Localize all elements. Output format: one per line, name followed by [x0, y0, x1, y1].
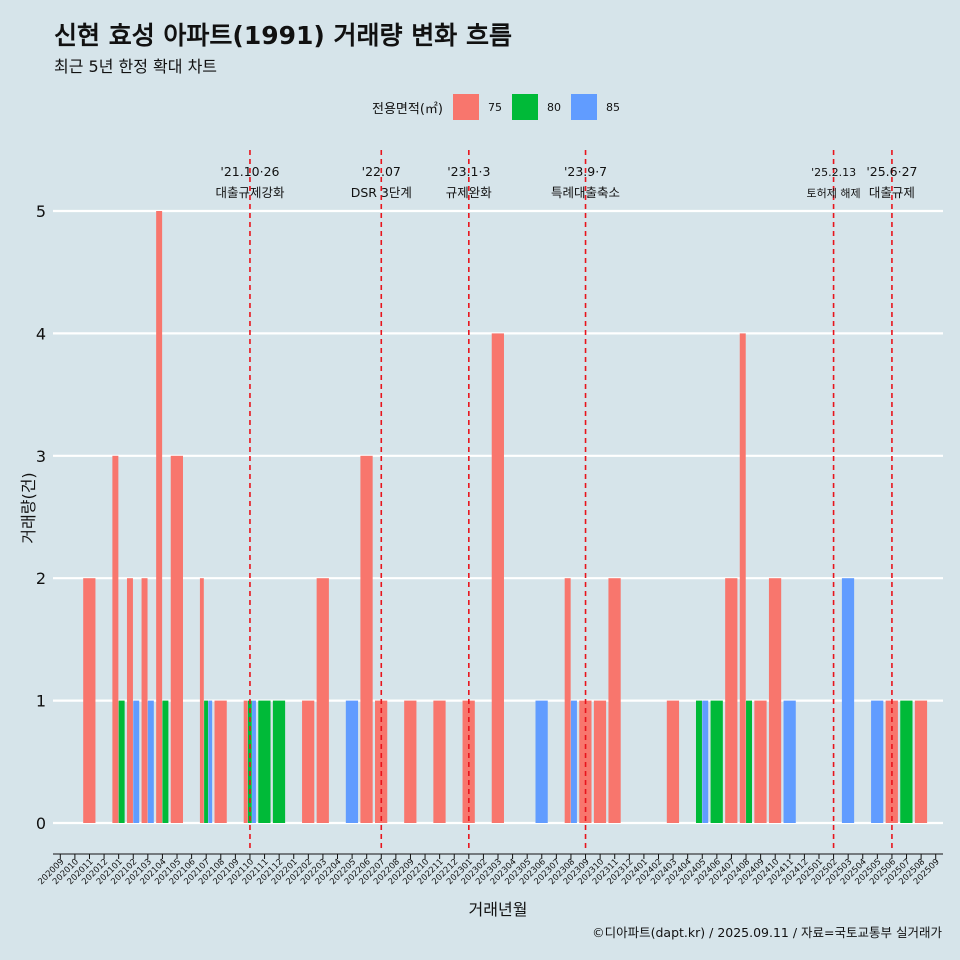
bar-75-202403 [666, 700, 680, 823]
event-label-202502: 토허제 해제 [807, 186, 861, 200]
bar-75-202209 [404, 700, 417, 823]
bar-85-202306 [535, 700, 548, 823]
bar-80-202112 [272, 700, 286, 823]
event-label-202301: 규제완화 [446, 185, 493, 200]
bar-80-202507 [900, 700, 913, 823]
event-label-202506: 대출규제 [869, 185, 915, 200]
legend-label-75: 75 [487, 100, 502, 114]
event-label-202110: 대출규제강화 [215, 185, 285, 200]
bar-80-202405 [695, 700, 702, 823]
bar-75-202301 [462, 700, 475, 823]
bar-85-202308 [570, 700, 577, 823]
bar-75-202408 [739, 333, 746, 823]
bar-75-202409 [754, 700, 767, 823]
bar-85-202505 [871, 700, 884, 823]
bar-85-202411 [783, 700, 796, 823]
bar-80-202406 [710, 700, 723, 823]
legend-item-85: 85 [570, 94, 620, 120]
bar-75-202107 [199, 578, 204, 823]
y-tick-label: 0 [36, 814, 46, 833]
legend-label-80: 80 [546, 100, 561, 114]
legend-title: 전용면적(㎡) [372, 101, 443, 117]
y-tick-label: 1 [36, 692, 46, 711]
y-axis-label: 거래량(건) [19, 472, 38, 543]
y-tick-label: 2 [36, 569, 46, 588]
legend-label-85: 85 [605, 100, 620, 114]
y-tick-label: 5 [36, 202, 46, 221]
bar-75-202508 [914, 700, 928, 823]
bar-75-202311 [608, 578, 621, 823]
bar-85-202405 [702, 700, 709, 823]
event-label-202207: '22.07 [362, 164, 401, 179]
bar-75-202105 [170, 455, 183, 823]
bar-75-202308 [564, 578, 571, 823]
bar-75-202102 [126, 578, 133, 823]
bar-85-202102 [133, 700, 140, 823]
bar-75-202506 [885, 700, 898, 823]
chart-subtitle: 최근 5년 한정 확대 차트 [54, 57, 218, 76]
bar-75-202310 [593, 700, 607, 823]
bar-75-202206 [360, 455, 373, 823]
bar-75-202110 [243, 700, 248, 823]
event-label-202309: 특례대출축소 [551, 185, 620, 200]
legend-swatch-80 [511, 94, 538, 120]
bar-85-202205 [345, 700, 359, 823]
bar-80-202408 [746, 700, 753, 823]
event-label-202207: DSR 3단계 [351, 185, 412, 200]
event-label-202301: '23.1·3 [447, 164, 490, 179]
legend-item-80: 80 [511, 94, 561, 120]
bar-75-202104 [156, 211, 163, 823]
bar-75-202410 [768, 578, 782, 823]
bar-80-202111 [258, 700, 271, 823]
bar-75-202211 [433, 700, 446, 823]
bar-80-202107 [204, 700, 208, 823]
bar-85-202110 [252, 700, 256, 823]
bar-85-202103 [147, 700, 154, 823]
bar-75-202309 [579, 700, 592, 823]
bar-75-202108 [214, 700, 227, 823]
event-label-202309: '23.9·7 [564, 164, 607, 179]
bar-85-202107 [208, 700, 213, 823]
bar-80-202101 [118, 700, 125, 823]
event-label-202506: '25.6·27 [866, 164, 917, 179]
legend-swatch-75 [452, 94, 479, 120]
bar-75-202103 [141, 578, 148, 823]
bar-75-202202 [302, 700, 315, 823]
y-tick-label: 4 [36, 324, 46, 343]
legend-swatch-85 [570, 94, 597, 120]
legend: 전용면적(㎡) 75 80 85 [372, 93, 630, 121]
y-tick-label: 3 [36, 447, 46, 466]
bar-80-202104 [162, 700, 169, 823]
bar-75-202101 [112, 455, 119, 823]
bar-75-202407 [725, 578, 738, 823]
x-axis-label: 거래년월 [469, 900, 528, 919]
bar-75-202203 [316, 578, 329, 823]
bar-75-202011 [83, 578, 96, 823]
bar-75-202303 [491, 333, 504, 823]
bar-85-202503 [841, 578, 855, 823]
event-label-202110: '21.10·26 [220, 164, 279, 179]
event-label-202502: '25.2.13 [811, 166, 856, 179]
legend-item-75: 75 [452, 94, 502, 120]
bar-75-202207 [375, 700, 388, 823]
chart-title: 신현 효성 아파트(1991) 거래량 변화 흐름 [54, 21, 512, 50]
bar-80-202110 [247, 700, 252, 823]
source-credit: ©디아파트(dapt.kr) / 2025.09.11 / 자료=국토교통부 실… [592, 925, 942, 940]
